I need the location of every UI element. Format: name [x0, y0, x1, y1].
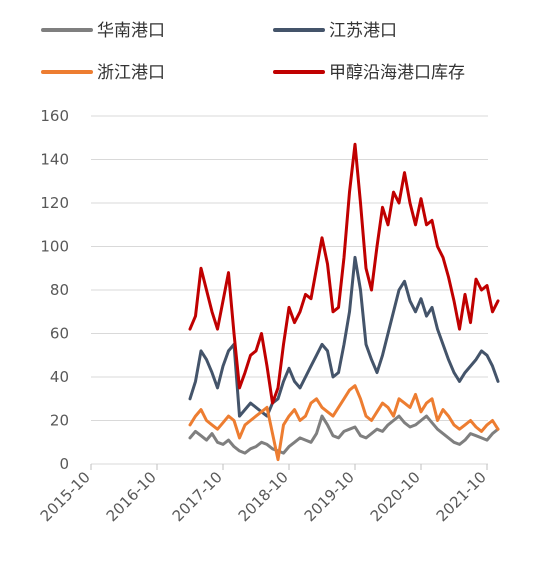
y-tick-label: 60	[50, 325, 69, 343]
series-line	[188, 142, 500, 405]
x-tick-label: 2017-10	[169, 468, 226, 525]
legend-label: 华南港口	[97, 21, 165, 41]
y-tick-label: 160	[40, 107, 69, 125]
x-tick-label: 2021-10	[433, 468, 490, 525]
x-tick-label: 2016-10	[103, 468, 160, 525]
legend-label: 浙江港口	[97, 63, 165, 83]
y-tick-label: 140	[40, 151, 69, 169]
grid	[91, 115, 488, 421]
x-tick-label: 2018-10	[235, 468, 292, 525]
y-tick-label: 0	[59, 455, 69, 473]
y-tick-label: 120	[40, 194, 69, 212]
x-tick-label: 2015-10	[37, 468, 94, 525]
series-line	[188, 255, 500, 418]
y-axis: 0 20 40 60 80 100 120 140 160	[40, 107, 69, 473]
x-tick-label: 2019-10	[301, 468, 358, 525]
y-tick-label: 80	[50, 281, 69, 299]
x-tick-label: 2020-10	[367, 468, 424, 525]
legend-label: 江苏港口	[329, 21, 397, 41]
y-tick-label: 20	[50, 412, 69, 430]
y-tick-label: 100	[40, 238, 69, 256]
y-tick-label: 40	[50, 368, 69, 386]
series-line	[188, 384, 500, 462]
series-group	[188, 142, 500, 462]
series-line	[188, 414, 500, 455]
legend-label: 甲醇沿海港口库存	[329, 63, 465, 83]
x-axis: 2015-10 2016-10 2017-10 2018-10 2019-10 2020-…	[37, 463, 490, 525]
